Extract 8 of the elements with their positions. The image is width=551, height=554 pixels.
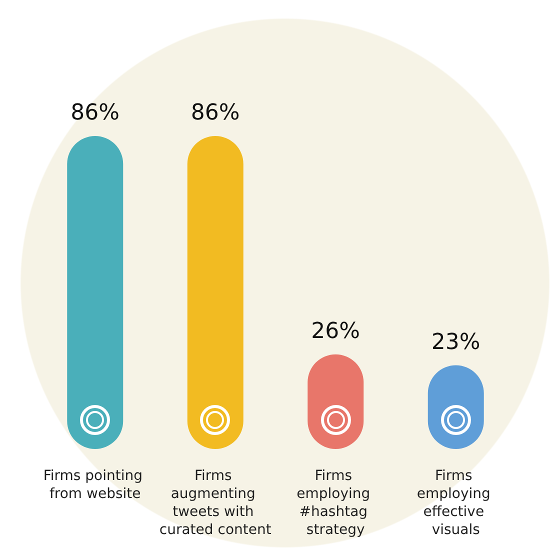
data-label: 23% [431,330,480,355]
data-label: 26% [311,318,360,344]
x-tick-label: Firms augmenting tweets with curated content [159,468,272,538]
data-label: 86% [70,100,120,126]
x-tick-label: Firms employing #hashtag strategy [296,468,375,538]
data-label: 86% [190,100,240,126]
x-tick-label: Firms pointing from website [43,468,147,502]
x-tick-label: Firms employing effective visuals [416,468,495,538]
